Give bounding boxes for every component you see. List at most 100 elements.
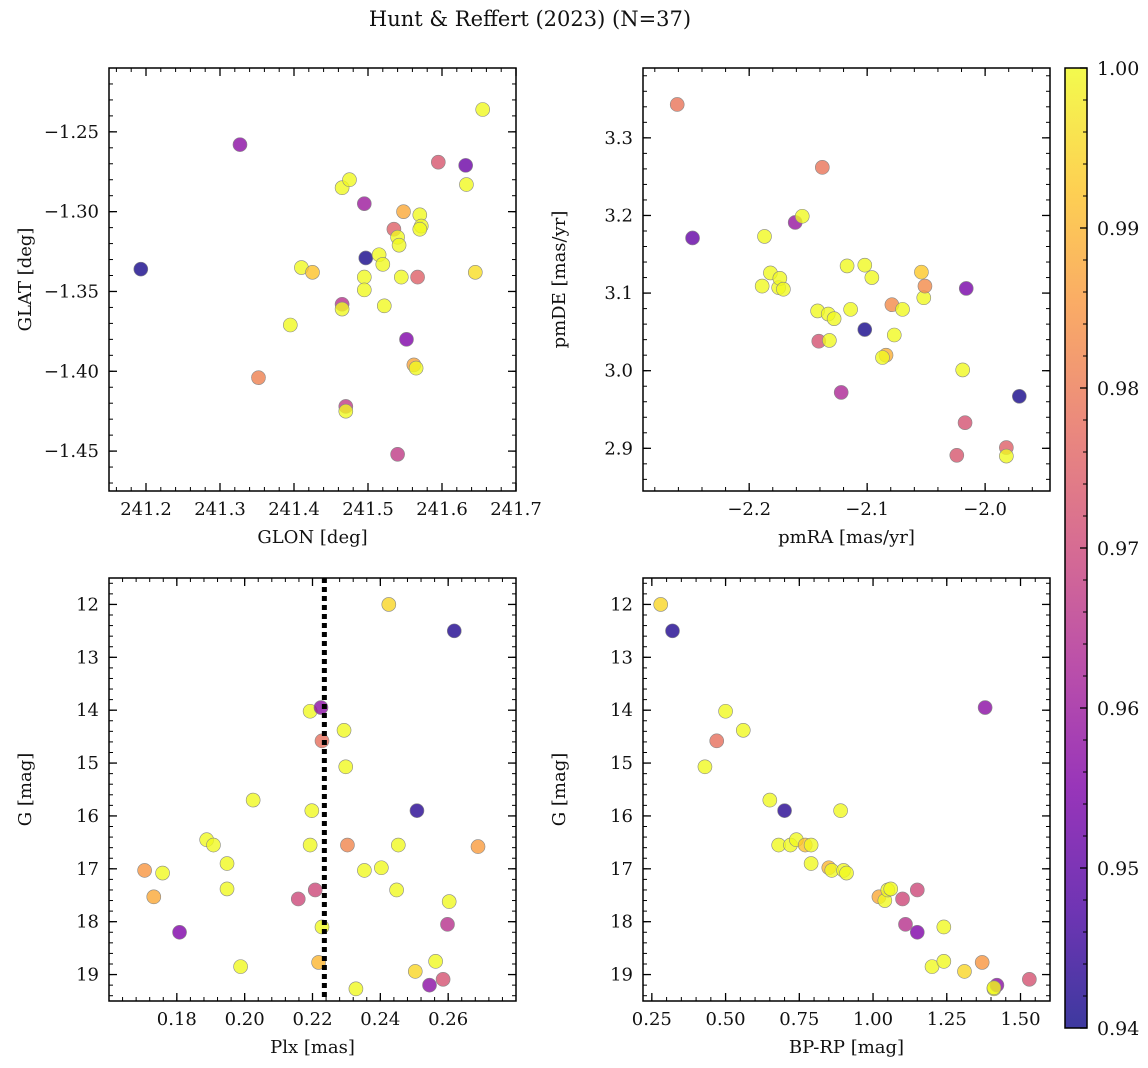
y-tick-label: 3.0	[604, 361, 633, 382]
data-point	[389, 882, 404, 898]
colorbar-tick-label: 0.99	[1097, 218, 1139, 240]
data-point	[955, 362, 971, 378]
data-point	[290, 891, 306, 907]
data-point	[375, 257, 391, 272]
data-point	[233, 959, 248, 974]
data-point	[898, 917, 913, 932]
data-point	[977, 700, 993, 715]
data-point	[338, 759, 354, 775]
data-point	[219, 881, 235, 897]
y-axis-label: G [mag]	[15, 753, 36, 826]
x-tick-label: 0.26	[428, 1009, 468, 1030]
data-point	[958, 281, 974, 296]
y-tick-label: −1.40	[44, 361, 99, 382]
data-point	[974, 955, 990, 970]
data-point	[843, 302, 858, 317]
data-point	[232, 137, 248, 152]
data-point	[886, 327, 902, 343]
data-point	[356, 269, 372, 285]
colorbar-tick-label: 0.95	[1097, 858, 1139, 880]
axes-frame	[108, 67, 517, 492]
data-point	[757, 229, 772, 244]
data-point	[822, 333, 837, 348]
data-point	[408, 360, 424, 376]
data-point	[999, 448, 1014, 464]
data-point	[917, 278, 933, 294]
data-point	[839, 258, 855, 274]
data-point	[909, 882, 925, 898]
colorbar-tick-label: 1.00	[1097, 58, 1139, 80]
data-point	[155, 865, 170, 881]
data-point	[914, 264, 929, 280]
data-point	[685, 230, 700, 246]
y-axis-label: pmDE [mas/yr]	[549, 211, 570, 349]
data-point	[794, 208, 810, 224]
data-point	[422, 977, 437, 993]
data-point	[374, 860, 389, 876]
data-point	[470, 839, 486, 854]
data-point	[833, 385, 849, 400]
y-tick-label: 3.3	[604, 128, 633, 149]
data-point	[146, 889, 162, 905]
y-tick-label: 13	[610, 647, 633, 668]
data-point	[381, 597, 397, 612]
data-point	[441, 894, 457, 909]
y-tick-label: 17	[610, 859, 633, 880]
x-tick-label: 241.2	[120, 499, 172, 520]
data-point	[338, 403, 354, 419]
data-point	[282, 317, 298, 333]
data-point	[245, 792, 261, 808]
y-axis-label: G [mag]	[549, 753, 570, 826]
y-tick-label: 2.9	[604, 438, 633, 459]
y-tick-label: 18	[76, 912, 99, 933]
x-tick-label: 241.6	[416, 499, 468, 520]
y-tick-label: 16	[610, 806, 633, 827]
data-point	[815, 160, 830, 175]
data-point	[446, 623, 462, 639]
data-point	[936, 919, 952, 935]
data-point	[776, 281, 791, 297]
data-point	[697, 759, 713, 775]
data-point	[336, 722, 352, 738]
data-point	[391, 837, 406, 853]
data-point	[857, 257, 873, 273]
data-point	[826, 311, 842, 326]
y-tick-label: 13	[76, 647, 99, 668]
y-tick-label: 17	[76, 859, 99, 880]
data-point	[357, 863, 372, 878]
data-point	[857, 322, 873, 337]
x-axis-label: pmRA [mas/yr]	[778, 527, 915, 548]
y-tick-label: 15	[610, 753, 633, 774]
data-point	[936, 954, 952, 969]
colorbar-tick-label: 0.97	[1097, 538, 1139, 560]
data-point	[430, 154, 446, 170]
x-tick-label: −2.2	[727, 499, 771, 520]
data-point	[475, 102, 491, 117]
x-tick-label: 241.7	[490, 499, 542, 520]
data-point	[307, 882, 323, 898]
panel-bottom-right: 0.25 0.50 0.75 1.00 1.25 1.50 12 13 14 15 16 17 18 19…	[549, 577, 1051, 1058]
data-point	[348, 981, 364, 997]
data-point	[409, 803, 425, 818]
axes-frame	[108, 577, 517, 1002]
data-point	[653, 597, 668, 612]
data-point	[391, 237, 407, 253]
data-point	[458, 158, 473, 173]
x-tick-label: 241.5	[342, 499, 394, 520]
y-tick-label: 14	[610, 700, 633, 721]
data-point	[957, 415, 973, 430]
panel-top-right: −2.2 −2.1 −2.0 2.9 3.0 3.1 3.2 3.3 pmRA [mas/yr]…	[549, 67, 1051, 548]
data-point	[251, 370, 266, 385]
data-point	[735, 722, 751, 738]
data-point	[803, 856, 819, 871]
data-point	[709, 733, 725, 749]
colorbar-tick-label: 0.96	[1097, 698, 1139, 720]
y-tick-label: 3.1	[604, 283, 633, 304]
data-point	[393, 269, 409, 285]
data-point	[777, 803, 792, 818]
y-tick-label: 12	[610, 594, 633, 615]
x-tick-label: −2.1	[845, 499, 889, 520]
data-point	[334, 301, 350, 317]
colorbar: 1.00 0.99 0.98 0.97 0.96 0.95 0.94	[1064, 58, 1139, 1040]
